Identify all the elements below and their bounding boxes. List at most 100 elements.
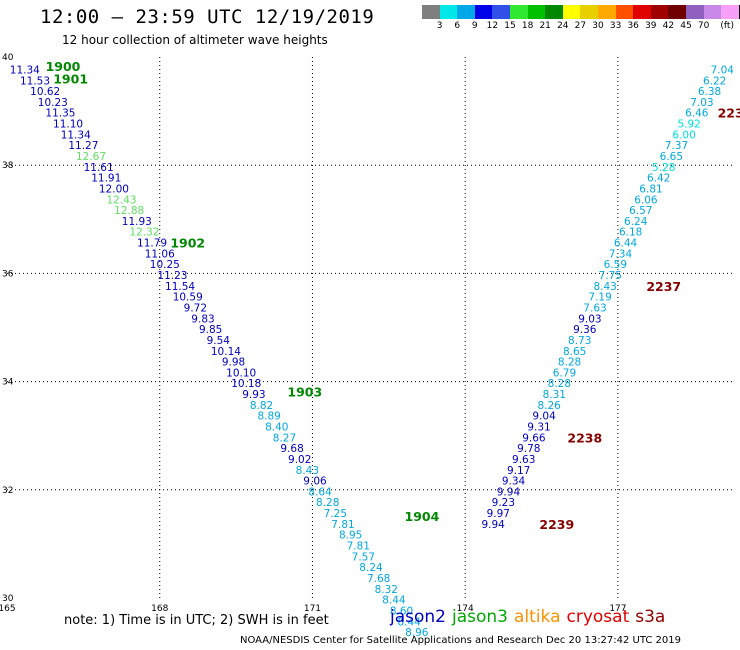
colorbar-cell bbox=[597, 5, 616, 19]
wave-height-label: 8.43 bbox=[593, 281, 616, 293]
wave-height-label: 11.34 bbox=[10, 64, 40, 76]
colorbar-label: 15 bbox=[504, 21, 516, 31]
colorbar-label: (ft) bbox=[720, 21, 734, 31]
pass-time-label: 1901 bbox=[53, 72, 88, 87]
colorbar-cell bbox=[615, 5, 634, 19]
wave-height-label: 8.89 bbox=[257, 411, 280, 423]
wave-height-label: 6.42 bbox=[647, 173, 670, 185]
wave-height-label: 9.54 bbox=[207, 335, 231, 347]
wave-height-label: 8.64 bbox=[308, 486, 332, 498]
legend-entry-cryosat: cryosat bbox=[566, 607, 630, 627]
wave-height-label: 6.81 bbox=[639, 183, 662, 195]
wave-height-label: 12.67 bbox=[76, 151, 106, 163]
colorbar-label: 39 bbox=[645, 21, 657, 31]
colorbar-cell bbox=[633, 5, 651, 19]
pass-time-label: 2237 bbox=[646, 279, 681, 294]
wave-height-label: 12.43 bbox=[107, 194, 137, 206]
pass-time-label: 2236 bbox=[718, 106, 740, 121]
wave-height-label: 10.23 bbox=[38, 97, 68, 109]
wave-height-label: 9.93 bbox=[242, 389, 265, 401]
colorbar-cell bbox=[685, 5, 704, 19]
colorbar-cell bbox=[738, 5, 740, 19]
wave-height-label: 8.31 bbox=[543, 389, 566, 401]
legend-entry-jason2: jason2 bbox=[390, 607, 446, 627]
colorbar-cell bbox=[457, 5, 475, 19]
wave-height-label: 9.72 bbox=[184, 302, 207, 314]
pass-time-label: 2238 bbox=[567, 430, 602, 445]
wave-height-label: 11.35 bbox=[45, 108, 75, 120]
colorbar-label: 30 bbox=[592, 21, 604, 31]
wave-height-label: 9.78 bbox=[517, 443, 540, 455]
wave-height-label: 8.65 bbox=[563, 346, 586, 358]
satellite-legend: jason2 jason3 altika cryosat s3a bbox=[390, 607, 671, 627]
colorbar-label: 9 bbox=[471, 21, 478, 31]
wave-height-label: 8.73 bbox=[568, 335, 591, 347]
wave-height-label: 11.91 bbox=[91, 173, 121, 185]
wave-height-label: 9.97 bbox=[487, 508, 510, 520]
wave-height-label: 6.57 bbox=[629, 205, 652, 217]
colorbar-cell bbox=[422, 5, 440, 19]
colorbar-labels: 3 6 9 12 15 18 21 24 27 30 33 36 39 42 45 70 (ft) bbox=[422, 21, 740, 33]
wave-height-label: 7.34 bbox=[609, 248, 633, 260]
wave-height-label: 11.27 bbox=[68, 140, 98, 152]
wave-height-label: 6.46 bbox=[685, 108, 709, 120]
colorbar-cell bbox=[509, 5, 528, 19]
wave-height-label: 9.17 bbox=[507, 465, 530, 477]
colorbar-label: 70 bbox=[697, 21, 710, 31]
colorbar-cell bbox=[721, 5, 739, 19]
wave-height-label: 9.36 bbox=[573, 324, 597, 336]
wave-height-label: 10.10 bbox=[226, 367, 256, 379]
y-tick-label: 38 bbox=[2, 161, 14, 171]
colorbar-label: 21 bbox=[539, 21, 551, 31]
wave-height-label: 11.53 bbox=[20, 75, 50, 87]
colorbar-label: 12 bbox=[486, 21, 499, 31]
wave-height-label: 5.28 bbox=[652, 162, 675, 174]
y-tick-label: 40 bbox=[2, 53, 14, 63]
wave-height-label: 7.37 bbox=[665, 140, 688, 152]
wave-height-label: 6.06 bbox=[634, 194, 658, 206]
wave-height-label: 8.28 bbox=[558, 357, 581, 369]
colorbar-label: 18 bbox=[521, 21, 534, 31]
wave-height-label: 11.79 bbox=[137, 238, 167, 250]
wave-height-label: 8.82 bbox=[250, 400, 273, 412]
legend-entry-s3a: s3a bbox=[635, 607, 666, 627]
wave-height-label: 12.00 bbox=[99, 183, 129, 195]
wave-height-label: 7.19 bbox=[588, 292, 611, 304]
colorbar-label: 3 bbox=[436, 21, 443, 31]
wave-height-label: 9.66 bbox=[522, 432, 546, 444]
wave-height-label: 9.04 bbox=[532, 411, 556, 423]
pass-time-label: 1902 bbox=[170, 236, 205, 251]
y-tick-label: 34 bbox=[2, 378, 14, 388]
x-tick-label: 174 bbox=[457, 604, 474, 614]
colorbar-label: 6 bbox=[454, 21, 461, 31]
wave-height-label: 6.79 bbox=[553, 367, 576, 379]
wave-height-label: 7.81 bbox=[331, 519, 354, 531]
wave-height-label: 8.24 bbox=[359, 562, 383, 574]
colorbar-label: 24 bbox=[557, 21, 569, 31]
colorbar-cell bbox=[703, 5, 722, 19]
pass-time-label: 1904 bbox=[405, 509, 440, 524]
pass-time-label: 1903 bbox=[287, 384, 322, 399]
wave-height-label: 9.23 bbox=[492, 497, 515, 509]
wave-height-label: 9.94 bbox=[497, 486, 521, 498]
wave-height-label: 8.44 bbox=[382, 595, 406, 607]
wave-height-label: 12.32 bbox=[129, 227, 159, 239]
wave-height-label: 9.02 bbox=[288, 454, 311, 466]
wave-height-label: 11.06 bbox=[145, 248, 175, 260]
colorbar-cell bbox=[527, 5, 546, 19]
wave-height-label: 11.61 bbox=[84, 162, 114, 174]
wave-height-label: 9.06 bbox=[303, 476, 327, 488]
wave-height-label: 11.23 bbox=[157, 270, 187, 282]
wave-height-label: 6.38 bbox=[698, 86, 721, 98]
wave-height-label: 8.28 bbox=[316, 497, 339, 509]
colorbar-cell bbox=[580, 5, 598, 19]
wave-height-label: 7.75 bbox=[599, 270, 622, 282]
wave-height-colorbar bbox=[422, 5, 740, 19]
wave-height-label: 6.18 bbox=[619, 227, 642, 239]
colorbar-cell bbox=[668, 5, 686, 19]
wave-height-label: 11.34 bbox=[61, 129, 91, 141]
wave-height-label: 6.44 bbox=[614, 238, 638, 250]
wave-height-label: 9.63 bbox=[512, 454, 535, 466]
x-tick-label: 171 bbox=[304, 604, 321, 614]
